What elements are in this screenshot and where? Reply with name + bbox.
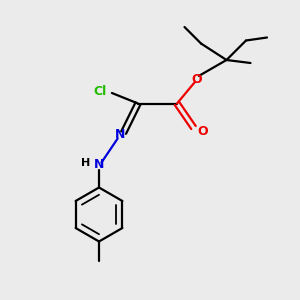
Text: O: O — [197, 124, 208, 138]
Text: H: H — [81, 158, 90, 168]
Text: Cl: Cl — [94, 85, 107, 98]
Text: N: N — [94, 158, 104, 172]
Text: O: O — [191, 73, 202, 86]
Text: N: N — [115, 128, 125, 142]
